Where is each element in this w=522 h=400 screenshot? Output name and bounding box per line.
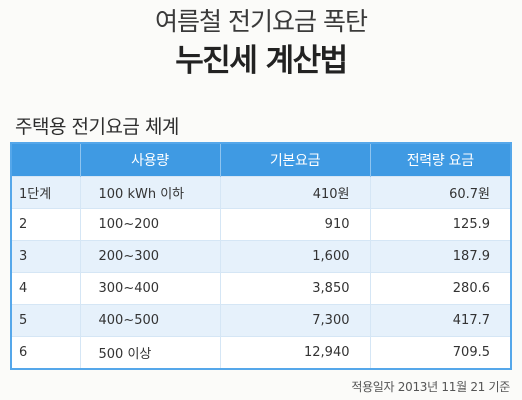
table-row: 3 200~300 1,600 187.9 [12,240,510,273]
page-title: 누진세 계산법 [175,43,348,79]
energy-fee-cell: 60.7원 [369,176,510,209]
base-fee-cell: 7,300 [219,304,370,337]
usage-cell: 500 이상 [79,336,220,368]
rate-table-container: 사용량 기본요금 전력량 요금 1단계 100 kWh 이하 410원 60.7… [10,142,512,370]
column-header-base-fee: 기본요금 [219,144,370,177]
base-fee-cell: 3,850 [219,272,370,305]
tier-cell: 2 [12,208,80,241]
usage-cell: 200~300 [79,240,220,273]
table-row: 6 500 이상 12,940 709.5 [12,336,510,368]
rate-table: 사용량 기본요금 전력량 요금 1단계 100 kWh 이하 410원 60.7… [12,144,510,368]
energy-fee-cell: 709.5 [369,336,510,368]
tier-cell: 6 [12,336,80,368]
tier-cell: 1단계 [12,176,80,209]
table-row: 1단계 100 kWh 이하 410원 60.7원 [12,176,510,209]
tier-cell: 4 [12,272,80,305]
base-fee-cell: 12,940 [219,336,370,368]
title-block: 여름철 전기요금 폭탄 누진세 계산법 [0,6,522,80]
energy-fee-cell: 125.9 [369,208,510,241]
section-title: 주택용 전기요금 체계 [15,116,179,138]
usage-cell: 100 kWh 이하 [79,176,220,209]
base-fee-cell: 410원 [219,176,370,209]
energy-fee-cell: 417.7 [369,304,510,337]
table-row: 4 300~400 3,850 280.6 [12,272,510,305]
table-row: 2 100~200 910 125.9 [12,208,510,241]
base-fee-cell: 1,600 [219,240,370,273]
base-fee-cell: 910 [219,208,370,241]
usage-cell: 400~500 [79,304,220,337]
column-header-usage: 사용량 [79,144,220,177]
table-header-row: 사용량 기본요금 전력량 요금 [12,144,510,177]
effective-date-note: 적용일자 2013년 11월 21 기준 [351,380,510,394]
usage-cell: 100~200 [79,208,220,241]
energy-fee-cell: 187.9 [369,240,510,273]
tier-cell: 3 [12,240,80,273]
usage-cell: 300~400 [79,272,220,305]
tier-cell: 5 [12,304,80,337]
table-row: 5 400~500 7,300 417.7 [12,304,510,337]
page-subtitle: 여름철 전기요금 폭탄 [155,7,368,36]
column-header-energy-fee: 전력량 요금 [369,144,510,177]
energy-fee-cell: 280.6 [369,272,510,305]
column-header-tier [12,144,80,177]
